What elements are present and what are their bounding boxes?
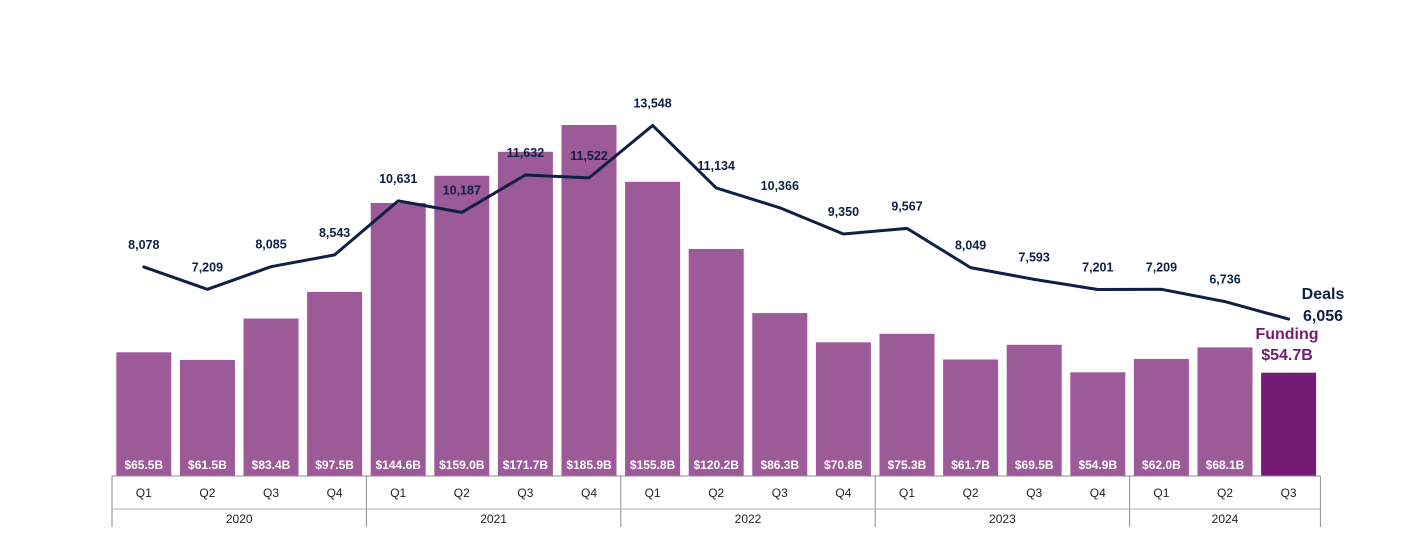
funding-bar-label: $97.5B [315, 458, 354, 472]
quarter-label: Q3 [517, 486, 533, 500]
quarter-label: Q1 [899, 486, 915, 500]
funding-bar [1197, 347, 1253, 476]
deals-point-label: 8,049 [955, 239, 986, 253]
quarter-label: Q4 [1090, 486, 1106, 500]
funding-bar [625, 181, 681, 477]
quarter-label: Q1 [1153, 486, 1169, 500]
deals-line [142, 124, 1291, 321]
end-labels: Deals 6,056 Funding $54.7B [1255, 286, 1344, 364]
quarter-label: Q2 [199, 486, 215, 500]
funding-bar-labels: $65.5B $61.5B $83.4B $97.5B $144.6B $159.0B $1… [124, 458, 1244, 472]
quarter-label: Q3 [1281, 486, 1297, 500]
deals-point-label: 11,632 [507, 146, 545, 160]
funding-bar [752, 313, 808, 476]
funding-bar [497, 151, 553, 477]
deals-point-label: 7,209 [1146, 260, 1177, 274]
quarter-label: Q3 [263, 486, 279, 500]
funding-bar [815, 342, 871, 476]
funding-bar [561, 125, 617, 476]
deals-series-name: Deals [1302, 286, 1345, 303]
funding-latest-value: $54.7B [1261, 347, 1313, 364]
quarter-label: Q4 [835, 486, 851, 500]
deals-point-labels: 8,078 7,209 8,085 8,543 10,631 10,187 11,632 11… [128, 97, 1241, 287]
funding-bar [1261, 372, 1317, 476]
quarter-label: Q2 [454, 486, 470, 500]
quarter-label: Q1 [390, 486, 406, 500]
deals-point-label: 11,522 [570, 149, 608, 163]
year-label: 2020 [226, 512, 253, 526]
funding-bar-label: $65.5B [124, 458, 163, 472]
funding-bar-label: $69.5B [1015, 458, 1054, 472]
deals-latest-value: 6,056 [1303, 308, 1343, 325]
funding-bar-label: $171.7B [503, 458, 549, 472]
quarter-label: Q1 [136, 486, 152, 500]
funding-bar-label: $86.3B [760, 458, 799, 472]
quarter-label: Q4 [581, 486, 597, 500]
funding-bar [879, 333, 935, 476]
year-label: 2023 [989, 512, 1016, 526]
funding-bar-label: $159.0B [439, 458, 485, 472]
deals-point-label: 9,350 [828, 205, 859, 219]
funding-bar [1070, 372, 1126, 476]
funding-bar [179, 359, 235, 476]
deals-point-label: 7,201 [1082, 261, 1113, 275]
funding-series-name: Funding [1255, 326, 1318, 343]
quarter-label: Q2 [708, 486, 724, 500]
quarter-label: Q2 [1217, 486, 1233, 500]
quarter-label: Q2 [963, 486, 979, 500]
funding-bars [116, 125, 1317, 477]
deals-point-label: 7,593 [1019, 250, 1050, 264]
year-label: 2024 [1212, 512, 1239, 526]
funding-bar [243, 318, 299, 476]
funding-bar [434, 175, 490, 477]
funding-bar-label: $75.3B [888, 458, 927, 472]
deals-point-label: 8,078 [128, 238, 159, 252]
funding-bar [370, 203, 426, 476]
deals-point-label: 10,187 [443, 183, 481, 197]
deals-point-label: 6,736 [1209, 273, 1240, 287]
funding-bar [116, 352, 172, 476]
funding-bar-label: $144.6B [376, 458, 422, 472]
year-label: 2021 [480, 512, 507, 526]
funding-bar-label: $68.1B [1206, 458, 1245, 472]
quarter-label: Q3 [772, 486, 788, 500]
deals-point-label: 13,548 [633, 97, 671, 111]
deals-line-layer [142, 124, 1291, 321]
deals-point-label: 8,543 [319, 226, 350, 240]
deals-point-label: 11,134 [697, 159, 735, 173]
funding-bar [688, 249, 744, 476]
deals-point-label: 7,209 [192, 260, 223, 274]
funding-bar [1133, 358, 1189, 476]
deals-point-label: 9,567 [891, 199, 922, 213]
funding-bar [943, 359, 999, 476]
funding-bar-label: $62.0B [1142, 458, 1181, 472]
deals-point-label: 8,085 [255, 238, 286, 252]
quarter-label: Q4 [327, 486, 343, 500]
funding-bar-label: $54.9B [1078, 458, 1117, 472]
deals-point-label: 10,631 [379, 172, 417, 186]
funding-bar [307, 291, 363, 476]
funding-bar [1006, 344, 1062, 476]
funding-bar-label: $83.4B [252, 458, 291, 472]
funding-bar-label: $120.2B [694, 458, 740, 472]
category-axis: Q1 Q2 Q3 Q4 2020 Q1 Q2 Q3 Q4 2021 Q1 Q2 Q3 Q4 2022 Q1 Q2… [111, 475, 1321, 527]
quarter-label: Q1 [645, 486, 661, 500]
funding-bar-label: $70.8B [824, 458, 863, 472]
year-label: 2022 [735, 512, 762, 526]
funding-bar-label: $155.8B [630, 458, 676, 472]
funding-bar-label: $61.5B [188, 458, 227, 472]
funding-bar-label: $61.7B [951, 458, 990, 472]
funding-bar-label: $185.9B [566, 458, 612, 472]
deals-point-label: 10,366 [761, 179, 799, 193]
quarter-label: Q3 [1026, 486, 1042, 500]
